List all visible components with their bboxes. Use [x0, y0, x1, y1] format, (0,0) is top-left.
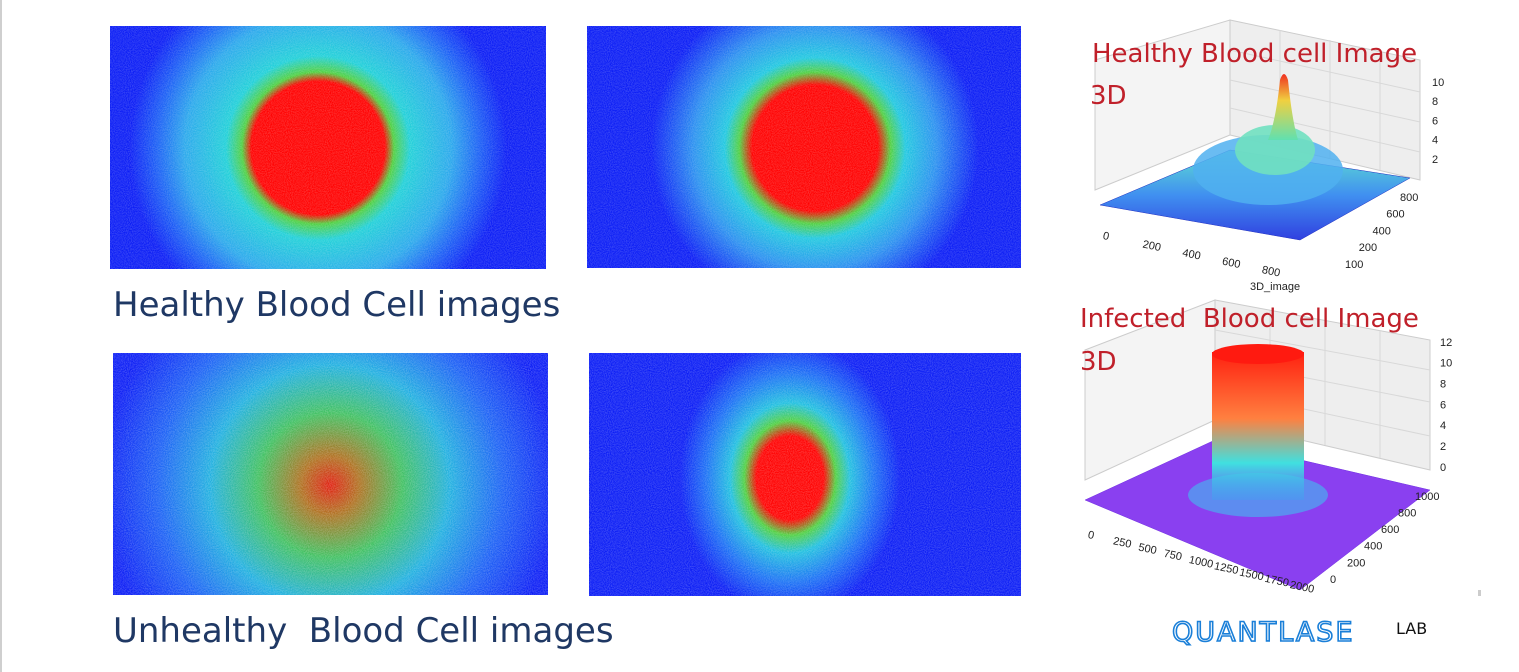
- image-noise: [587, 26, 1021, 268]
- x-tick-label: 750: [1163, 548, 1183, 564]
- y-tick-label: 200: [1347, 557, 1365, 569]
- plot-3d-healthy: [1094, 19, 1421, 241]
- y-tick-label: 100: [1345, 259, 1363, 271]
- plot-caption: 3D_image: [1250, 281, 1300, 293]
- plot-title: 3D: [1080, 347, 1117, 377]
- z-tick-label: 8: [1440, 379, 1446, 391]
- x-tick-label: 1750: [1264, 573, 1290, 590]
- x-tick-label: 1500: [1238, 567, 1264, 584]
- heatmap-images: [110, 26, 1021, 596]
- logo-name: QUANTLASE: [1172, 617, 1355, 648]
- y-tick-label: 800: [1400, 192, 1418, 204]
- z-tick-label: 4: [1440, 420, 1446, 432]
- x-tick-label: 800: [1261, 264, 1281, 280]
- y-tick-label: 200: [1359, 242, 1377, 254]
- plot-title: Healthy Blood cell Image: [1092, 39, 1417, 69]
- z-tick-label: 6: [1440, 399, 1446, 411]
- caption: Unhealthy Blood Cell images: [113, 611, 614, 651]
- z-tick-label: 4: [1432, 135, 1438, 147]
- z-tick-label: 10: [1440, 358, 1452, 370]
- y-tick-label: 600: [1386, 209, 1404, 221]
- x-tick-label: 1250: [1213, 560, 1239, 577]
- z-tick-label: 12: [1440, 337, 1452, 349]
- logo: QUANTLASE LAB: [1171, 616, 1427, 649]
- z-tick-label: 10: [1432, 77, 1444, 89]
- logo-suffix: LAB: [1396, 619, 1427, 638]
- y-tick-label: 800: [1398, 508, 1416, 520]
- z-tick-label: 8: [1432, 96, 1438, 108]
- plot-title: 3D: [1090, 81, 1127, 111]
- plot-title: Infected Blood cell Image: [1080, 304, 1419, 334]
- x-tick-label: 1000: [1188, 554, 1214, 571]
- y-tick-label: 0: [1330, 574, 1336, 586]
- x-tick-label: 250: [1112, 535, 1132, 551]
- y-tick-label: 400: [1364, 541, 1382, 553]
- z-tick-label: 0: [1440, 462, 1446, 474]
- y-tick-label: 400: [1373, 225, 1391, 237]
- plot-3d-infected: [1084, 299, 1481, 596]
- z-tick-label: 2: [1440, 441, 1446, 453]
- z-tick-label: 2: [1432, 154, 1438, 166]
- image-noise: [589, 353, 1021, 596]
- x-tick-label: 400: [1181, 247, 1201, 263]
- y-tick-label: 600: [1381, 524, 1399, 536]
- image-noise: [113, 353, 548, 595]
- x-tick-label: 0: [1087, 529, 1095, 542]
- x-tick-label: 600: [1221, 256, 1241, 272]
- z-tick-label: 6: [1432, 115, 1438, 127]
- x-tick-label: 200: [1142, 239, 1162, 255]
- x-tick-label: 500: [1137, 542, 1157, 558]
- x-tick-label: 0: [1102, 230, 1110, 243]
- image-noise: [110, 26, 546, 269]
- caption: Healthy Blood Cell images: [113, 285, 560, 325]
- y-tick-label: 1000: [1415, 491, 1439, 503]
- x-tick-label: 2000: [1289, 579, 1315, 596]
